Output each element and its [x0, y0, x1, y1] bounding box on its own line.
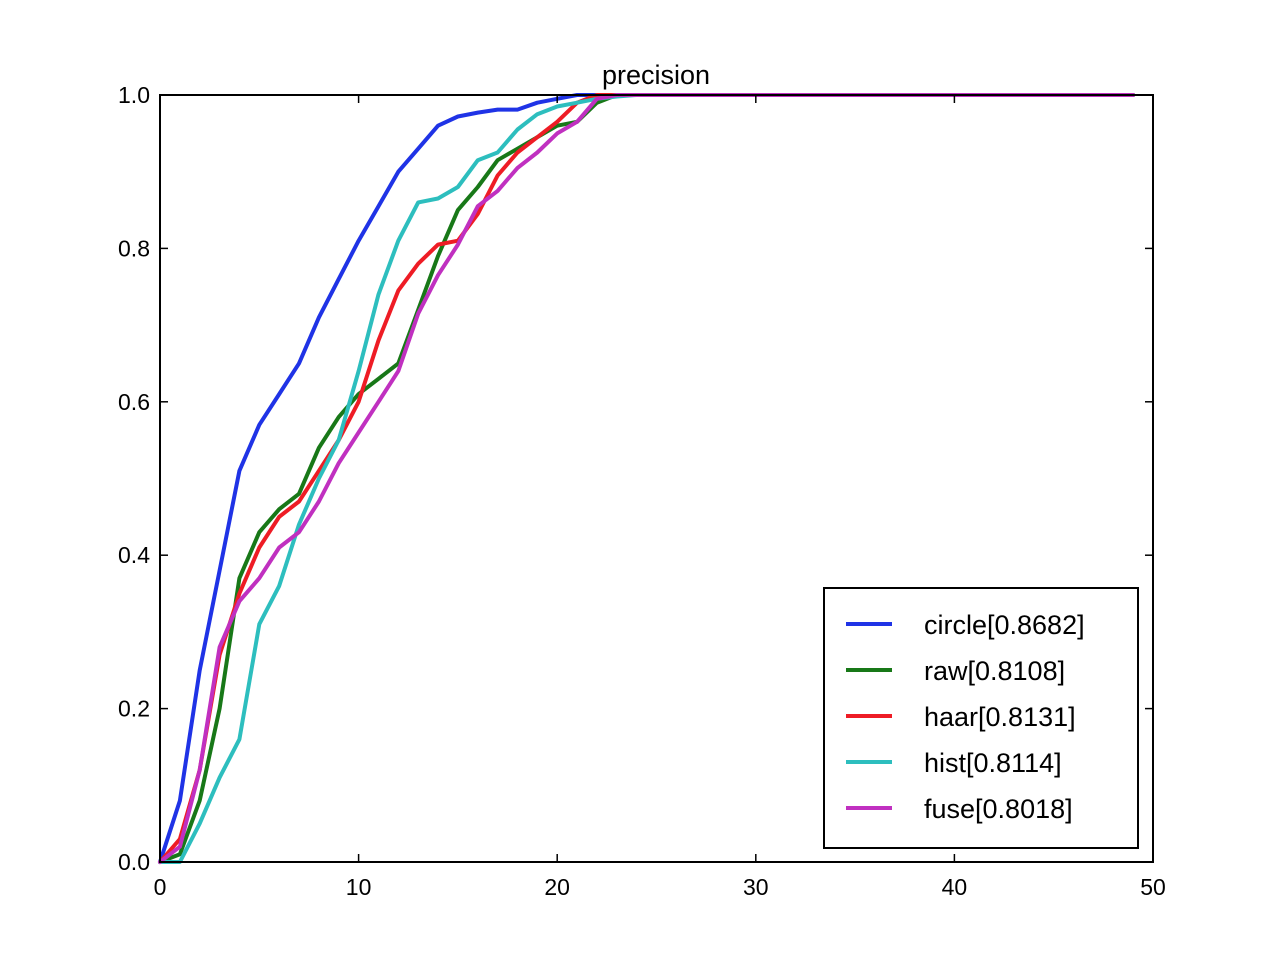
y-tick-label-5: 1.0 — [118, 82, 150, 108]
y-tick-label-1: 0.2 — [118, 696, 150, 722]
x-tick-label-0: 0 — [154, 874, 167, 900]
x-tick-label-2: 20 — [544, 874, 570, 900]
y-tick-label-3: 0.6 — [118, 389, 150, 415]
x-tick-label-3: 30 — [743, 874, 769, 900]
plot-frame — [159, 94, 1154, 863]
x-tick-label-4: 40 — [942, 874, 968, 900]
y-tick-label-0: 0.0 — [118, 849, 150, 875]
legend-label-4: fuse[0.8018] — [924, 794, 1073, 824]
chart-title: precision — [602, 60, 710, 90]
legend-label-1: raw[0.8108] — [924, 656, 1065, 686]
x-tick-label-5: 50 — [1140, 874, 1166, 900]
y-tick-label-4: 0.8 — [118, 235, 150, 261]
x-tick-label-1: 10 — [346, 874, 372, 900]
legend-label-3: hist[0.8114] — [924, 748, 1062, 778]
y-tick-label-2: 0.4 — [118, 542, 150, 568]
legend-label-0: circle[0.8682] — [924, 610, 1085, 640]
tick-layer: 0 10 20 30 40 50 0.0 0.2 0.4 0.6 0.8 1.0 — [118, 82, 1166, 900]
legend-label-2: haar[0.8131] — [924, 702, 1076, 732]
legend: circle[0.8682] raw[0.8108] haar[0.8131] his… — [823, 587, 1139, 849]
